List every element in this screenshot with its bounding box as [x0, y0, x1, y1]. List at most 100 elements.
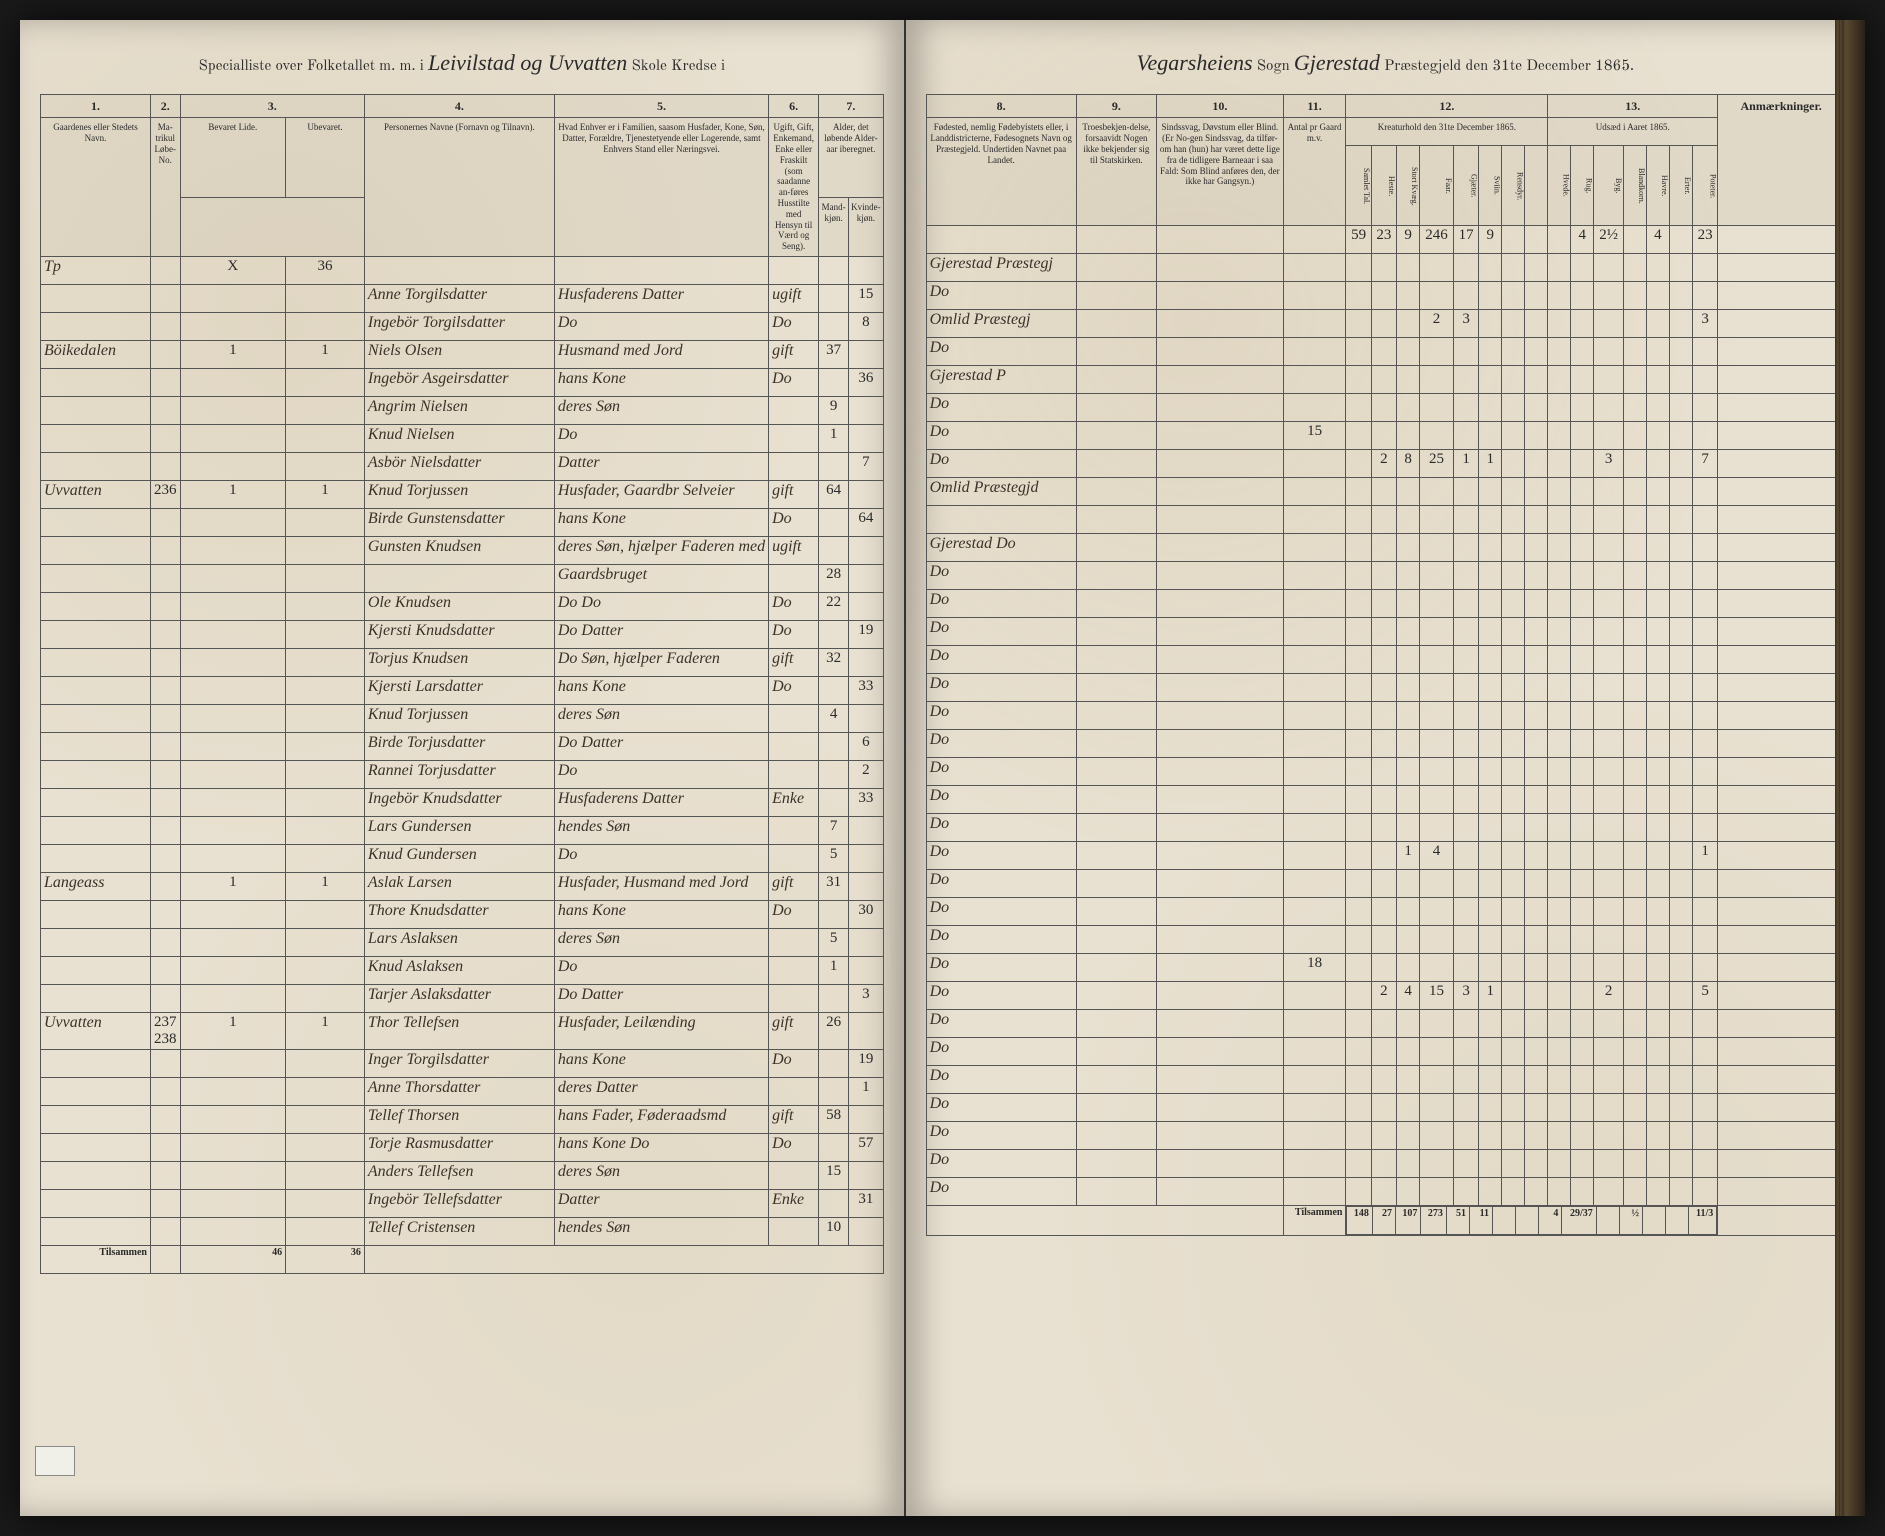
cell-stock-6: [1502, 534, 1525, 562]
cell-role: deres Søn, hjælper Faderen med: [554, 536, 768, 564]
cell-stock-0: [1346, 590, 1371, 618]
cell-stock-5: [1479, 282, 1502, 310]
cell-stock-9: [1571, 1010, 1594, 1038]
cell-stock-13: [1669, 1010, 1692, 1038]
cell-status: gift: [769, 480, 819, 508]
cell-birthplace: Do: [926, 282, 1076, 310]
cell-stock-10: [1594, 1010, 1624, 1038]
cell-stock-4: [1453, 898, 1478, 926]
hdr-birthplace: Fødested, nemlig Fødebyistets eller, i L…: [926, 118, 1076, 226]
cell-stock-14: [1692, 1038, 1717, 1066]
cell-stock-13: [1669, 310, 1692, 338]
cell-role: Gaardsbruget: [554, 564, 768, 592]
cell-mno: [151, 760, 181, 788]
cell-stock-14: [1692, 562, 1717, 590]
cell-stock-10: [1594, 534, 1624, 562]
cell-remarks: [1718, 1150, 1845, 1178]
cell-b: [180, 312, 286, 340]
footer-val-14: 11/3: [1689, 1207, 1717, 1235]
cell-stock-1: [1371, 1066, 1396, 1094]
cell-stock-10: 2: [1594, 982, 1624, 1010]
cell-age-m: [819, 368, 849, 396]
cell-stock-1: [1371, 926, 1396, 954]
cell-remarks: [1718, 1066, 1845, 1094]
cell-place: [41, 900, 151, 928]
cell-stock-0: [1346, 674, 1371, 702]
table-row: Do: [926, 730, 1844, 758]
cell-stock-1: [1371, 618, 1396, 646]
cell-place: [41, 956, 151, 984]
hdr-age: Alder, det løbende Alder-aar iberegnet.: [819, 118, 884, 198]
cell-stock-11: [1623, 562, 1646, 590]
cell-age-f: 8: [849, 312, 884, 340]
cell-faith: [1076, 898, 1157, 926]
cell-name: [364, 564, 554, 592]
cell-stock-1: [1371, 562, 1396, 590]
cell-age-f: 2: [849, 760, 884, 788]
cell-stock-13: [1669, 758, 1692, 786]
cell-stock-1: [1371, 478, 1396, 506]
cell-stock-12: [1646, 450, 1669, 478]
cell-stock-2: [1397, 646, 1420, 674]
cell-stock-3: [1420, 646, 1454, 674]
cell-birthplace: Do: [926, 758, 1076, 786]
cell-stock-2: [1397, 506, 1420, 534]
cell-stock-10: [1594, 338, 1624, 366]
cell-disability: [1157, 310, 1284, 338]
stock-hdr-1: Heste.: [1371, 146, 1396, 226]
cell-name: Ingebör Tellefsdatter: [364, 1189, 554, 1217]
cell-place: [41, 760, 151, 788]
cell-stock-4: [1453, 1038, 1478, 1066]
colnum-8: 8.: [926, 95, 1076, 118]
cell-n11: [1283, 562, 1346, 590]
cell-n11: [1283, 366, 1346, 394]
cell-stock-0: [1346, 1038, 1371, 1066]
cell-n11: [1283, 1150, 1346, 1178]
cell-stock-10: [1594, 1122, 1624, 1150]
cell-stock-6: [1502, 786, 1525, 814]
footer-val-12: [1643, 1207, 1666, 1235]
cell-stock-13: [1669, 394, 1692, 422]
cell-stock-0: [1346, 310, 1371, 338]
table-row: Gjerestad Do: [926, 534, 1844, 562]
cell-b: [180, 564, 286, 592]
cell-stock-10: [1594, 758, 1624, 786]
cell-stock-6: [1502, 702, 1525, 730]
cell-stock-6: [1502, 1122, 1525, 1150]
footer-ub: 36: [286, 1245, 365, 1273]
cell-disability: [1157, 590, 1284, 618]
cell-faith: [1076, 982, 1157, 1010]
seed-hdr-4: Havre.: [1646, 146, 1669, 226]
cell-disability: [1157, 898, 1284, 926]
cell-stock-14: [1692, 674, 1717, 702]
hdr-stock: Kreaturhold den 31te December 1865.: [1346, 118, 1548, 146]
cell-disability: [1157, 366, 1284, 394]
table-row: Do: [926, 758, 1844, 786]
cell-b: [180, 592, 286, 620]
cell-place: [41, 1189, 151, 1217]
cell-ub: [286, 1105, 365, 1133]
cell-stock-7: [1525, 450, 1548, 478]
stock-hdr-0: Samlet Tal.: [1346, 146, 1371, 226]
cell-status: gift: [769, 648, 819, 676]
cell-stock-8: [1548, 310, 1571, 338]
cell-remarks: [1718, 926, 1845, 954]
table-row: Do: [926, 674, 1844, 702]
cell-n11: [1283, 786, 1346, 814]
cell-age-f: 7: [849, 452, 884, 480]
colnum-9: 9.: [1076, 95, 1157, 118]
cell-b: 1: [180, 340, 286, 368]
cell-status: Do: [769, 900, 819, 928]
cell-name: Knud Nielsen: [364, 424, 554, 452]
cell-stock-3: [1420, 1178, 1454, 1206]
cell-mno: [151, 536, 181, 564]
table-row: Anne Torgilsdatter Husfaderens Datter ug…: [41, 284, 884, 312]
cell-stock-1: 2: [1371, 982, 1396, 1010]
cell-place: [41, 928, 151, 956]
cell-stock-14: 23: [1692, 226, 1717, 254]
cell-stock-6: [1502, 898, 1525, 926]
cell-remarks: [1718, 1094, 1845, 1122]
cell-stock-12: [1646, 338, 1669, 366]
cell-stock-12: [1646, 1066, 1669, 1094]
cell-age-f: [849, 872, 884, 900]
